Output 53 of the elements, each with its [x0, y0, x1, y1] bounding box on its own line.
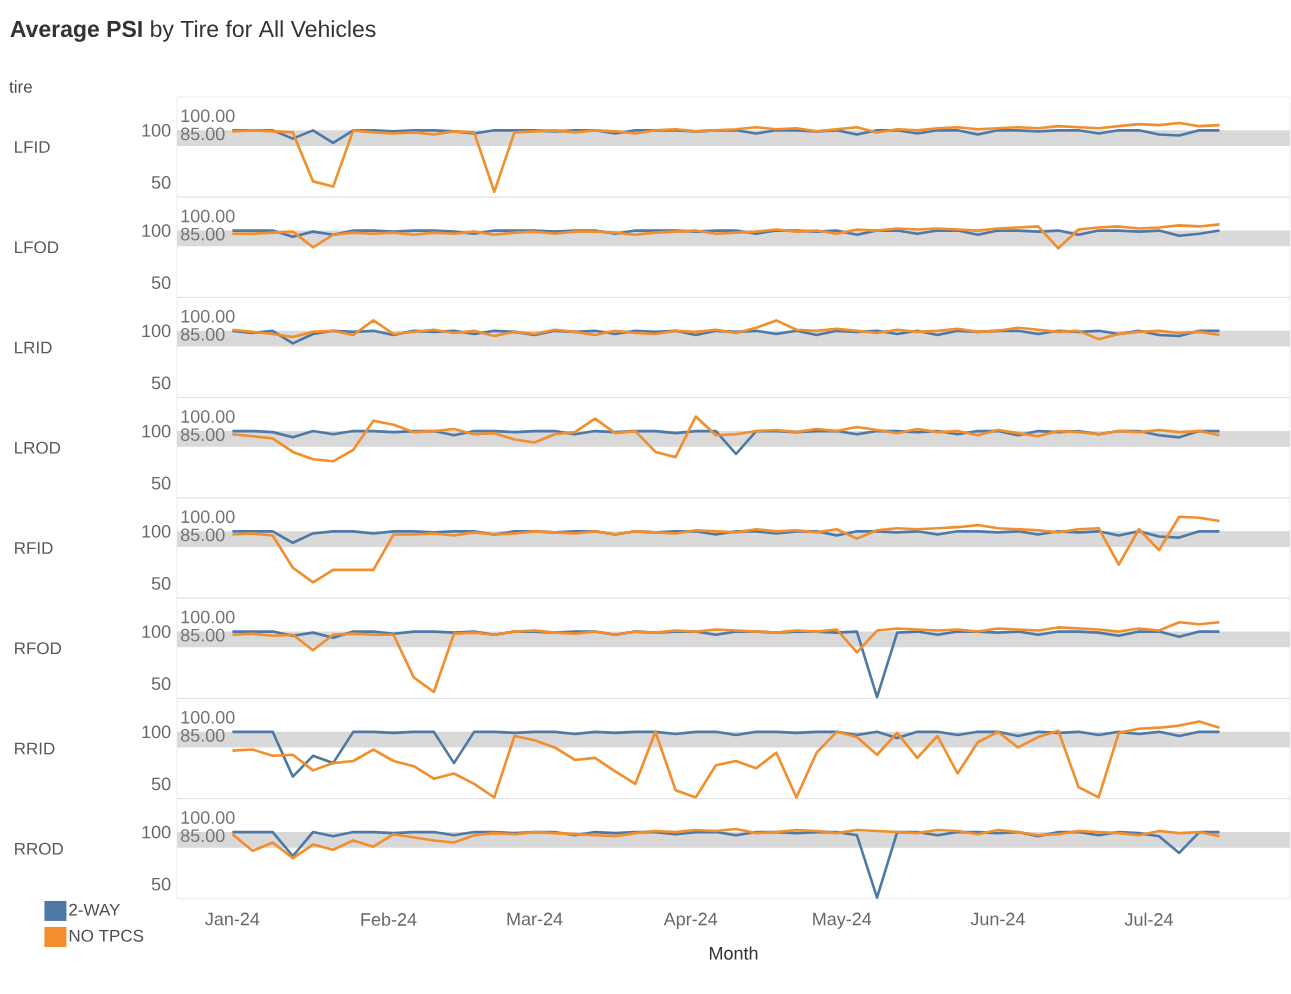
annotation: 85.00: [180, 729, 225, 742]
y-axis-title: LROD: [15, 441, 61, 454]
annotation: 85.00: [180, 127, 225, 141]
annotation: 85.00: [180, 628, 225, 642]
annotation: 100.00: [181, 410, 235, 423]
annotation: 85.00: [180, 528, 225, 542]
y-tick-label: 50: [151, 276, 171, 290]
annotation: 100.00: [181, 510, 235, 524]
annotation: 100.00: [181, 610, 235, 624]
y-axis-title: LRID: [15, 341, 52, 354]
x-tick-label: Mar-24: [507, 912, 563, 926]
y-axis-title: RFID: [15, 542, 53, 554]
x-tick-label: Jan-24: [205, 912, 260, 926]
annotation: 100.00: [181, 309, 235, 323]
y-tick-label: 50: [151, 176, 171, 189]
y-tick-label: 50: [151, 877, 171, 891]
y-tick-label: 100: [142, 625, 171, 638]
x-axis-title: Month: [709, 946, 758, 960]
x-tick-label: Feb-24: [361, 912, 417, 926]
y-tick-label: 100: [142, 424, 171, 438]
y-tick-label: 100: [142, 725, 171, 739]
x-tick-label: Jun-24: [970, 912, 1025, 926]
legend-label: NO TPCS: [69, 929, 144, 942]
text: tire: [9, 80, 32, 93]
annotation: 85.00: [180, 428, 225, 442]
annotation: 85.00: [180, 829, 225, 843]
y-tick-label: 100: [142, 224, 171, 237]
y-axis-title: RRID: [15, 742, 55, 755]
annotation: 100.00: [181, 710, 235, 724]
annotation: 100.00: [181, 109, 235, 123]
x-tick-label: May-24: [813, 912, 872, 929]
annotation: 85.00: [180, 328, 225, 341]
y-axis-title: RROD: [15, 842, 63, 855]
y-tick-label: 50: [151, 777, 171, 791]
annotation: 85.00: [180, 227, 225, 241]
y-tick-label: 50: [151, 677, 171, 691]
y-tick-label: 50: [151, 476, 171, 490]
y-tick-label: 100: [142, 825, 171, 839]
y-axis-title: LFID: [15, 141, 50, 153]
annotation: 100.00: [181, 209, 235, 223]
y-tick-label: 100: [142, 524, 171, 538]
y-tick-label: 100: [142, 123, 171, 137]
x-tick-label: Apr-24: [663, 912, 718, 929]
line-series: [231, 223, 1221, 250]
y-axis-title: LFOD: [15, 241, 59, 254]
y-tick-label: 50: [151, 577, 171, 590]
legend-label: 2-WAY: [69, 903, 120, 916]
y-axis-title: RFOD: [15, 642, 62, 655]
annotation: 100.00: [181, 811, 235, 824]
y-tick-label: 50: [151, 376, 171, 390]
chart-title: Average PSI by Tire for All Vehicles: [10, 20, 376, 42]
x-tick-label: Jul-24: [1124, 912, 1173, 926]
y-tick-label: 100: [142, 324, 171, 338]
